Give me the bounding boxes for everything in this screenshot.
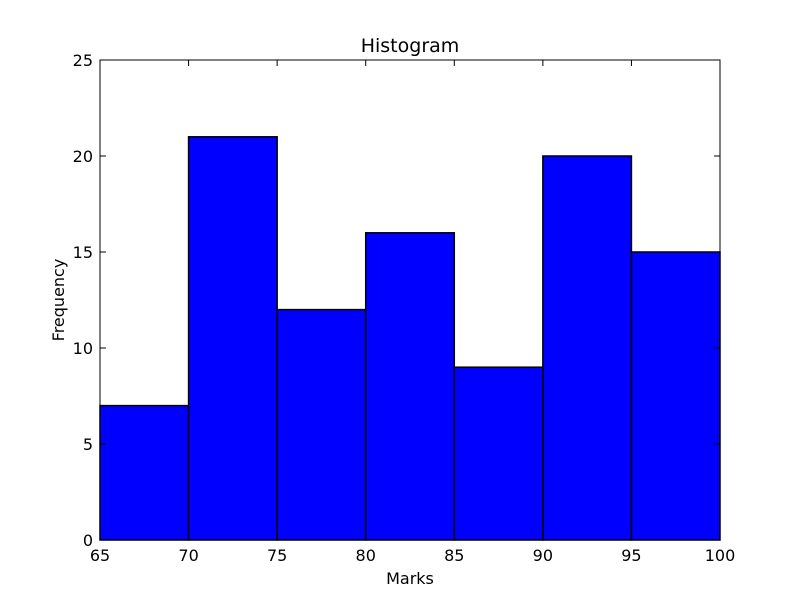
bars-group xyxy=(99,136,721,541)
histogram-bar-95-100 xyxy=(630,251,721,541)
x-tick-label: 85 xyxy=(444,546,464,565)
plot-frame xyxy=(99,59,721,541)
y-tick-label: 10 xyxy=(73,339,93,358)
x-tick-label: 75 xyxy=(267,546,287,565)
histogram-bar-85-90 xyxy=(453,366,544,541)
x-axis-ticks: 65 70 75 80 85 90 95 100 xyxy=(90,60,735,565)
histogram-bar-65-70 xyxy=(99,404,190,541)
y-tick-label: 0 xyxy=(83,531,93,550)
chart-title: Histogram xyxy=(361,35,460,57)
x-tick-label: 65 xyxy=(90,546,110,565)
y-tick-label: 5 xyxy=(83,435,93,454)
x-tick-label: 90 xyxy=(533,546,553,565)
histogram-bar-70-75 xyxy=(187,136,278,541)
y-tick-label: 20 xyxy=(73,147,93,166)
x-tick-label: 80 xyxy=(356,546,376,565)
y-axis-label: Frequency xyxy=(49,259,68,342)
x-tick-label: 70 xyxy=(178,546,198,565)
y-tick-label: 15 xyxy=(73,243,93,262)
histogram-bar-80-85 xyxy=(364,232,456,541)
y-tick-label: 25 xyxy=(73,51,93,70)
x-axis-label: Marks xyxy=(386,569,434,588)
x-tick-label: 95 xyxy=(621,546,641,565)
histogram-bar-90-95 xyxy=(542,155,633,541)
y-axis-ticks: 0 5 10 15 20 25 xyxy=(73,51,720,550)
histogram-bar-75-80 xyxy=(276,308,367,541)
x-tick-label: 100 xyxy=(705,546,736,565)
